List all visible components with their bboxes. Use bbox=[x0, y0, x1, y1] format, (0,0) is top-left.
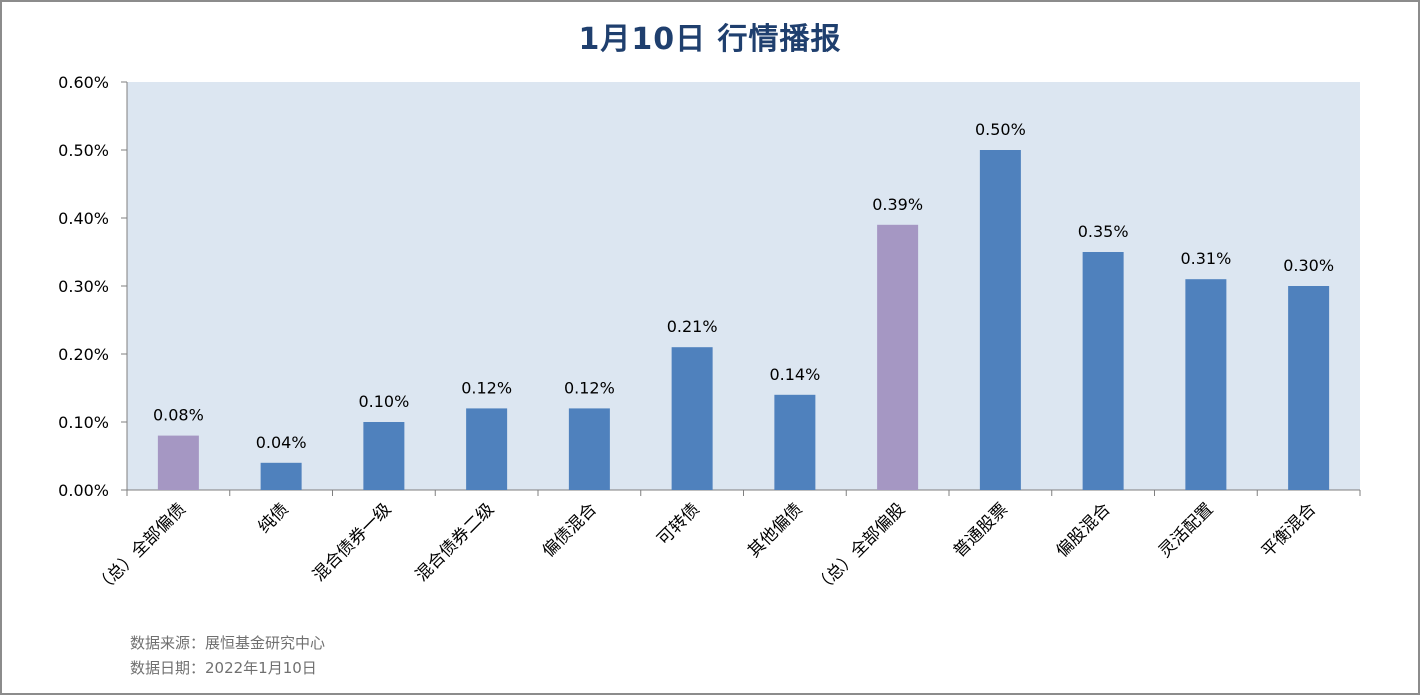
x-category-label: 其他偏债 bbox=[744, 499, 806, 561]
chart-title: 1月10日 行情播报 bbox=[578, 22, 842, 57]
bar bbox=[1082, 252, 1124, 490]
y-tick-label: 0.40% bbox=[58, 209, 109, 228]
data-label: 0.14% bbox=[769, 365, 820, 384]
x-category-label: （总）全部偏股 bbox=[811, 499, 909, 597]
bar bbox=[774, 394, 816, 490]
x-category-label: 混合债券一级 bbox=[309, 499, 395, 585]
bar bbox=[1288, 286, 1330, 490]
bar bbox=[260, 462, 302, 490]
data-label: 0.21% bbox=[667, 317, 718, 336]
x-category-label: 混合债券二级 bbox=[412, 499, 498, 585]
y-tick-label: 0.10% bbox=[58, 413, 109, 432]
y-tick-label: 0.50% bbox=[58, 141, 109, 160]
y-tick-label: 0.20% bbox=[58, 345, 109, 364]
x-category-label: 纯债 bbox=[254, 499, 292, 537]
data-label: 0.31% bbox=[1180, 249, 1231, 268]
x-category-label: 普通股票 bbox=[950, 499, 1012, 561]
data-label: 0.04% bbox=[256, 433, 307, 452]
y-tick-label: 0.00% bbox=[58, 481, 109, 500]
bar bbox=[979, 150, 1021, 490]
bar bbox=[877, 224, 919, 491]
x-category-label: 灵活配置 bbox=[1155, 499, 1217, 561]
data-source-note: 数据来源：展恒基金研究中心 bbox=[130, 634, 326, 652]
data-date-note: 数据日期：2022年1月10日 bbox=[130, 659, 317, 677]
data-label: 0.35% bbox=[1078, 222, 1129, 241]
x-category-label: （总）全部偏债 bbox=[92, 499, 190, 597]
x-category-label: 偏股混合 bbox=[1052, 499, 1114, 561]
data-label: 0.12% bbox=[461, 378, 512, 397]
x-category-label: 可转债 bbox=[653, 499, 703, 549]
data-label: 0.08% bbox=[153, 406, 204, 425]
data-label: 0.39% bbox=[872, 195, 923, 214]
bar bbox=[466, 408, 508, 490]
data-label: 0.30% bbox=[1283, 256, 1334, 275]
bar bbox=[363, 422, 405, 490]
data-label: 0.12% bbox=[564, 378, 615, 397]
bar bbox=[1185, 279, 1227, 490]
bar bbox=[671, 347, 713, 490]
plot-area bbox=[127, 82, 1360, 490]
x-category-label: 偏债混合 bbox=[539, 499, 601, 561]
bar bbox=[157, 435, 199, 490]
bar bbox=[568, 408, 610, 490]
y-tick-label: 0.60% bbox=[58, 73, 109, 92]
data-label: 0.50% bbox=[975, 120, 1026, 139]
y-tick-label: 0.30% bbox=[58, 277, 109, 296]
x-category-label: 平衡混合 bbox=[1258, 499, 1320, 561]
data-label: 0.10% bbox=[358, 392, 409, 411]
